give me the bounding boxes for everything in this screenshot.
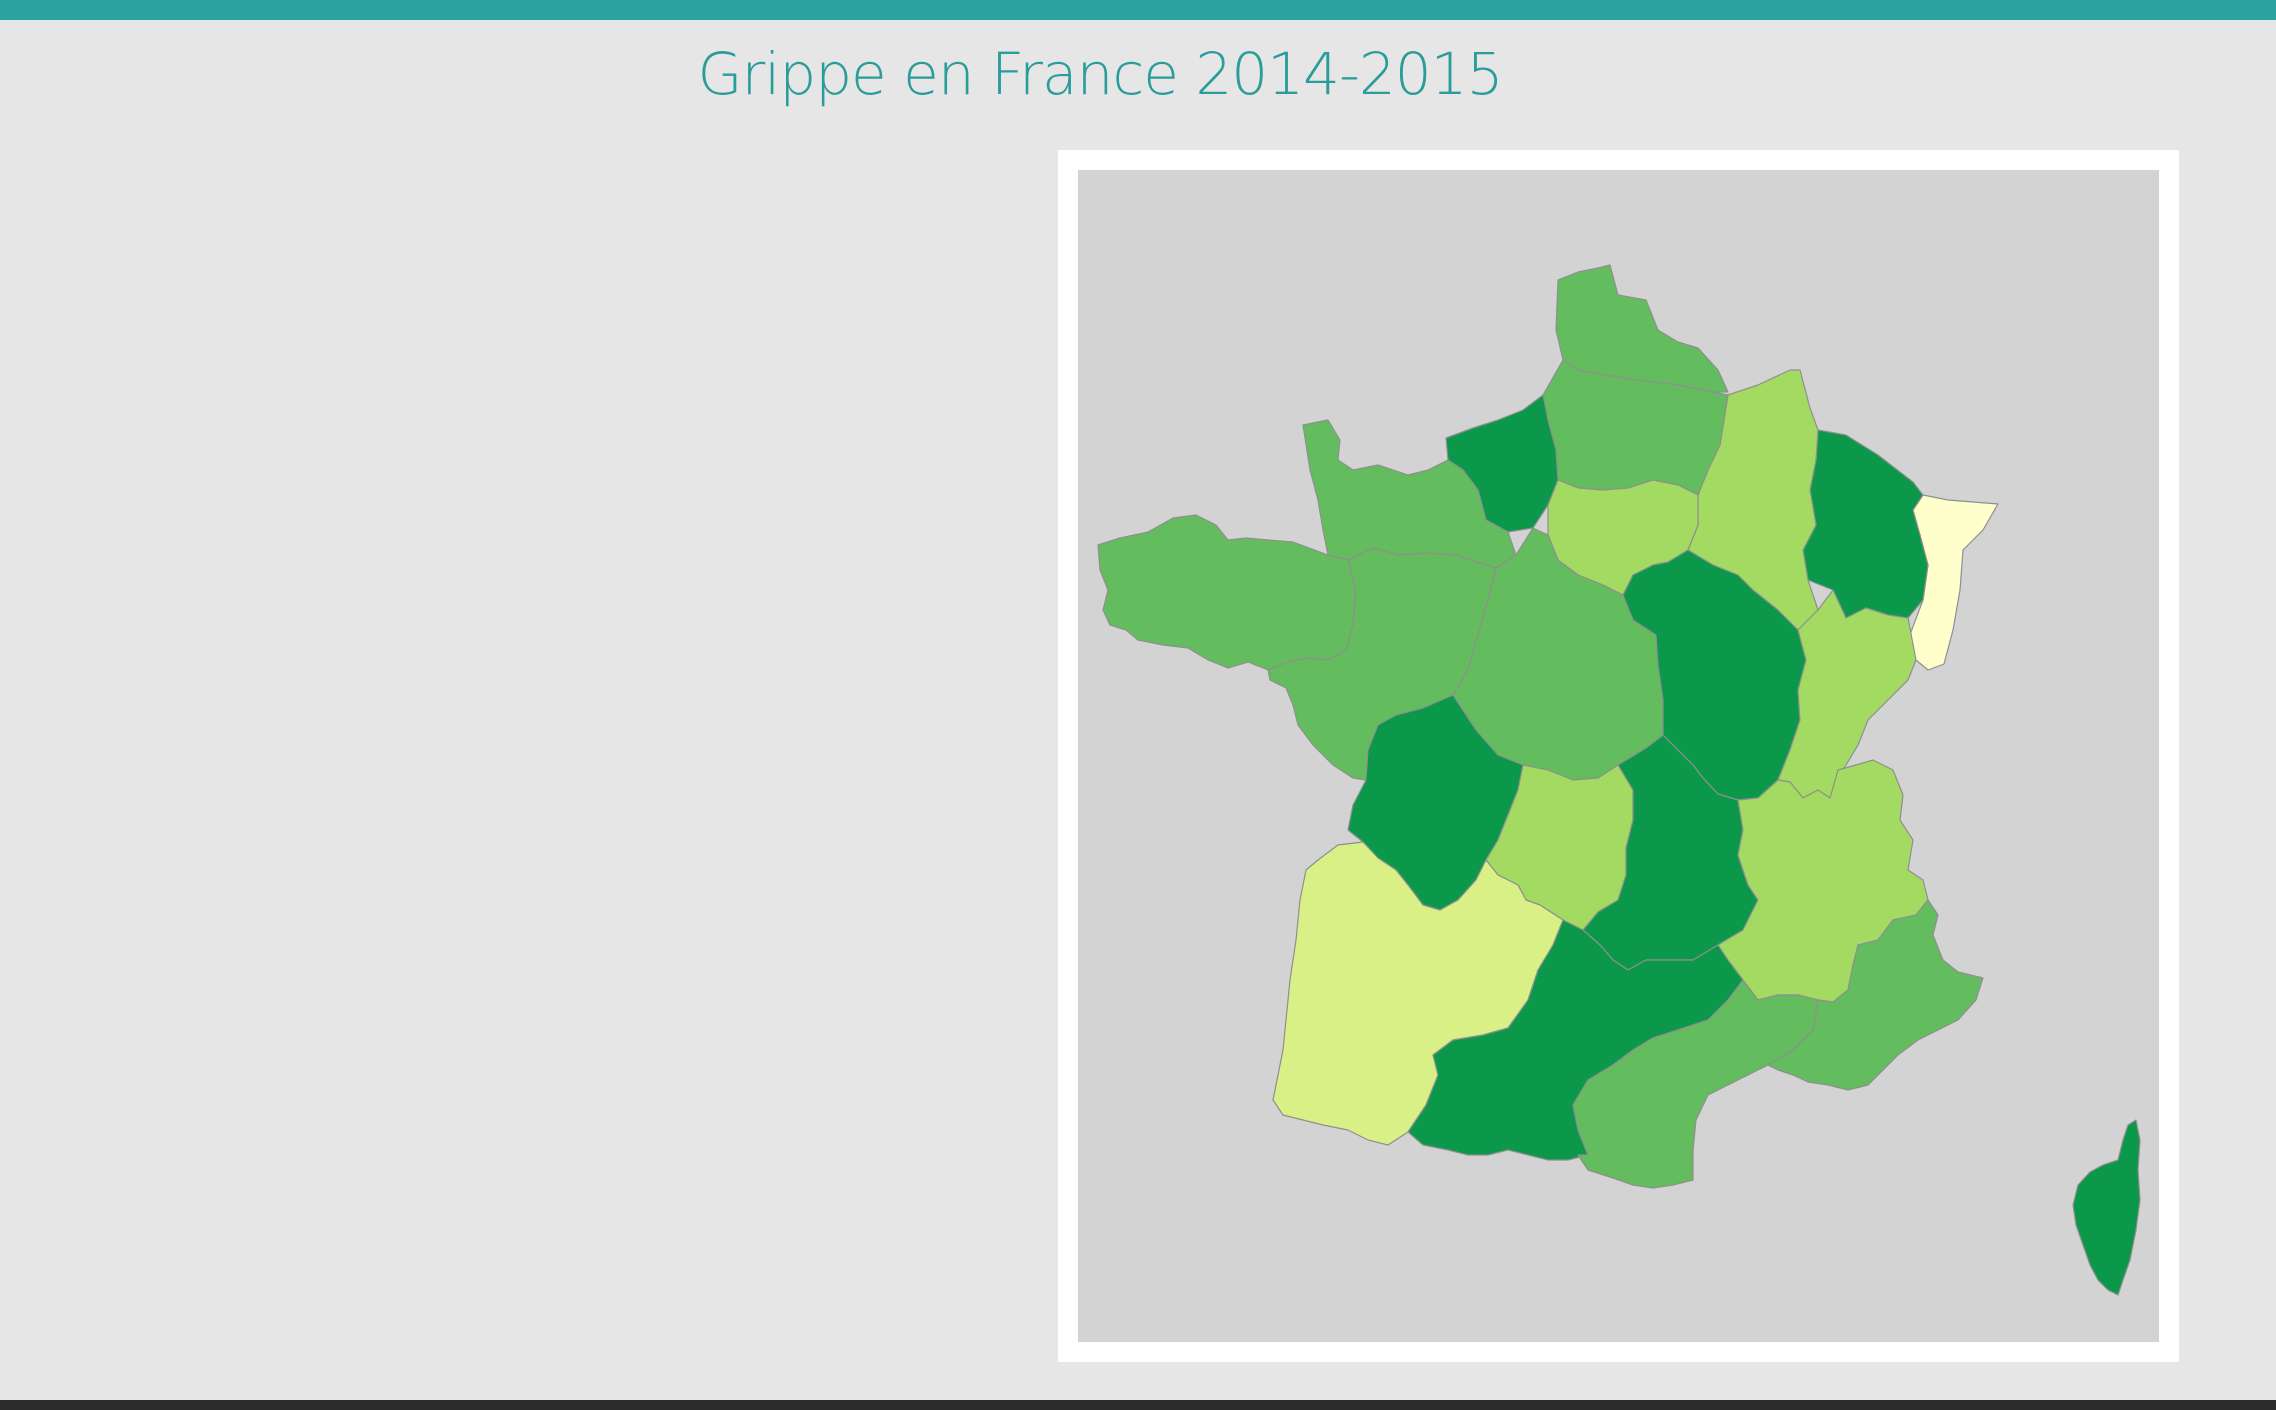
page-title: Grippe en France 2014-2015 [697,40,1504,108]
region-bretagne[interactable] [1097,514,1357,671]
bottom-bar [0,1400,2276,1410]
france-map [1097,264,2141,1296]
top-accent-bar [0,0,2276,20]
region-provence-alpes-cote-d-azur[interactable] [1767,899,1984,1091]
map-frame [1058,150,2179,1362]
region-lorraine[interactable] [1802,429,1929,619]
region-corse[interactable] [2072,1119,2141,1296]
map-canvas [1078,170,2159,1342]
region-franche-comte[interactable] [1777,589,1917,799]
